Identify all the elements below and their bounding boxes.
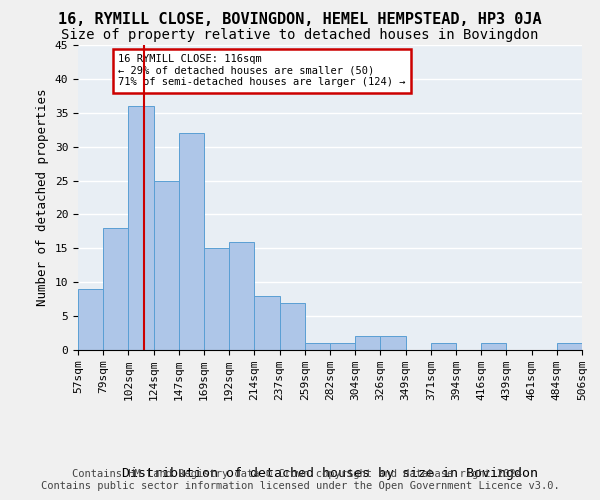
- Bar: [229, 242, 254, 350]
- Y-axis label: Number of detached properties: Number of detached properties: [36, 89, 49, 306]
- Bar: [128, 106, 154, 350]
- Bar: [305, 343, 330, 350]
- Text: 16, RYMILL CLOSE, BOVINGDON, HEMEL HEMPSTEAD, HP3 0JA: 16, RYMILL CLOSE, BOVINGDON, HEMEL HEMPS…: [58, 12, 542, 28]
- Text: Size of property relative to detached houses in Bovingdon: Size of property relative to detached ho…: [61, 28, 539, 42]
- Text: 16 RYMILL CLOSE: 116sqm
← 29% of detached houses are smaller (50)
71% of semi-de: 16 RYMILL CLOSE: 116sqm ← 29% of detache…: [118, 54, 406, 88]
- Bar: [380, 336, 406, 350]
- Bar: [481, 343, 506, 350]
- Bar: [204, 248, 229, 350]
- Bar: [78, 289, 103, 350]
- X-axis label: Distribution of detached houses by size in Bovingdon: Distribution of detached houses by size …: [122, 467, 538, 480]
- Bar: [557, 343, 582, 350]
- Bar: [254, 296, 280, 350]
- Bar: [280, 302, 305, 350]
- Bar: [355, 336, 380, 350]
- Bar: [330, 343, 355, 350]
- Text: Contains HM Land Registry data © Crown copyright and database right 2024.
Contai: Contains HM Land Registry data © Crown c…: [41, 470, 559, 491]
- Bar: [179, 133, 204, 350]
- Bar: [103, 228, 128, 350]
- Bar: [154, 180, 179, 350]
- Bar: [431, 343, 456, 350]
